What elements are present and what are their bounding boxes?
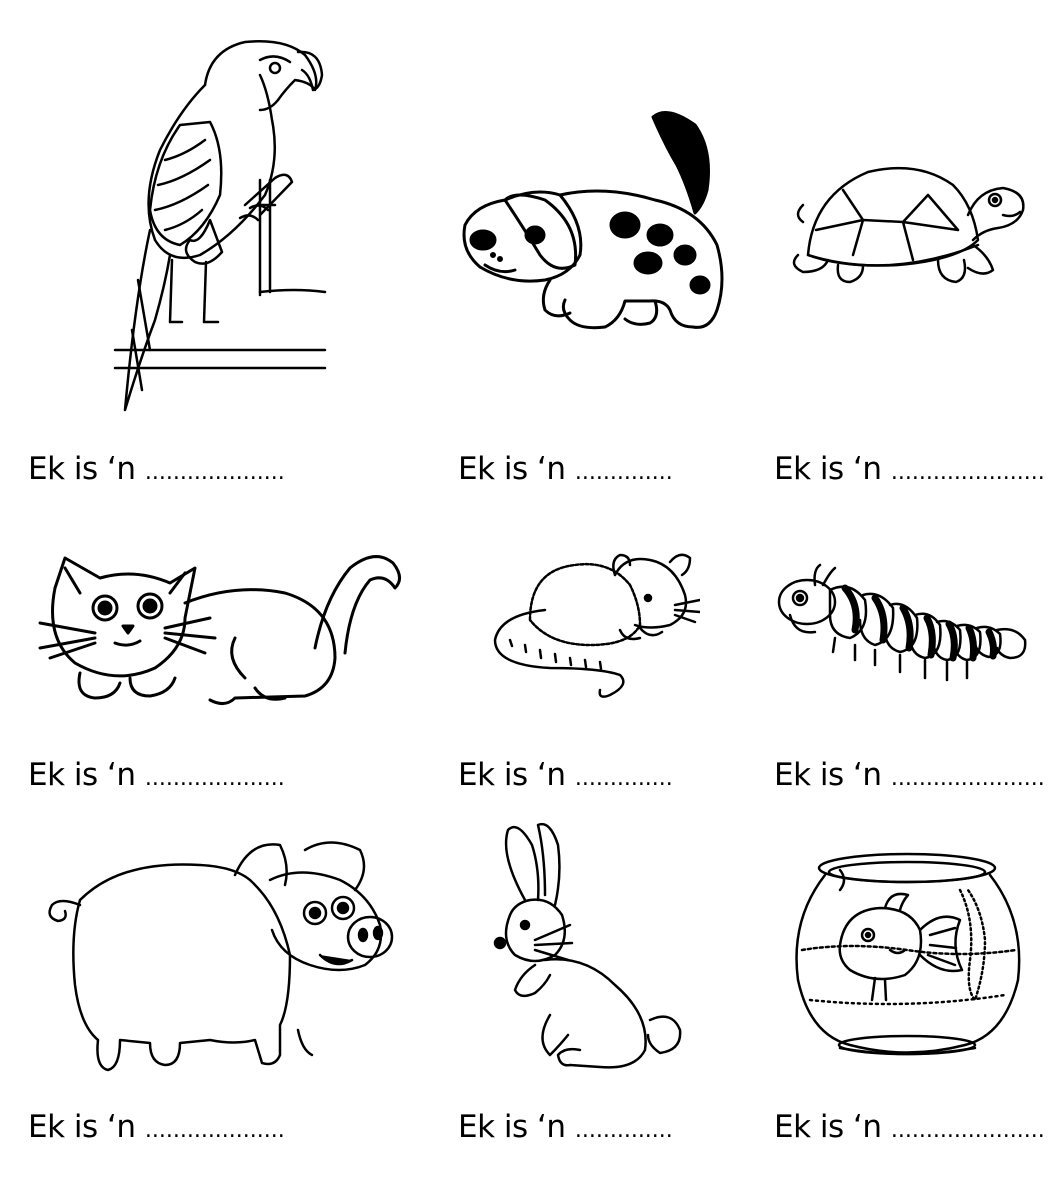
blank-line[interactable]: .............. [574,766,673,791]
prompt-text: Ek is ‘n [774,757,882,793]
tortoise-picture [788,160,1028,290]
prompt-text: Ek is ‘n [28,757,136,793]
parrot-picture [110,30,330,415]
blank-line[interactable]: ...................... [890,1118,1045,1143]
answer-line-2: Ek is ‘n .............. [458,452,673,490]
blank-line[interactable]: .............. [574,1118,673,1143]
pig-picture [40,835,400,1080]
blank-line[interactable]: .................... [144,766,285,791]
blank-line[interactable]: .................... [144,1118,285,1143]
answer-line-8: Ek is ‘n .............. [458,1110,673,1148]
caterpillar-picture [775,560,1030,695]
prompt-text: Ek is ‘n [458,1109,566,1145]
answer-line-7: Ek is ‘n .................... [28,1110,285,1148]
prompt-text: Ek is ‘n [774,451,882,487]
prompt-text: Ek is ‘n [28,1109,136,1145]
answer-line-1: Ek is ‘n .................... [28,452,285,490]
prompt-text: Ek is ‘n [458,451,566,487]
goldfish-bowl-picture [790,850,1025,1060]
cat-picture [35,548,405,713]
answer-line-5: Ek is ‘n .............. [458,758,673,796]
prompt-text: Ek is ‘n [774,1109,882,1145]
prompt-text: Ek is ‘n [28,451,136,487]
blank-line[interactable]: ...................... [890,766,1045,791]
prompt-text: Ek is ‘n [458,757,566,793]
answer-line-9: Ek is ‘n ...................... [774,1110,1045,1148]
blank-line[interactable]: .................... [144,460,285,485]
mouse-picture [490,550,700,705]
dog-picture [455,105,730,340]
rabbit-picture [490,815,690,1075]
blank-line[interactable]: ...................... [890,460,1045,485]
answer-line-3: Ek is ‘n ...................... [774,452,1045,490]
blank-line[interactable]: .............. [574,460,673,485]
answer-line-4: Ek is ‘n .................... [28,758,285,796]
answer-line-6: Ek is ‘n ...................... [774,758,1045,796]
